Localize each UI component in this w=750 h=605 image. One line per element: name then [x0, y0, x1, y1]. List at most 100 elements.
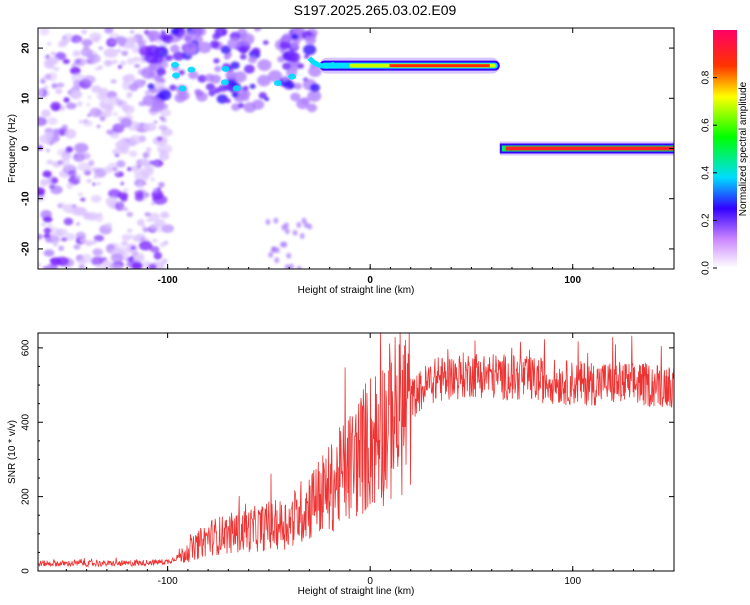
colorbar-tick-label: 0.2 — [701, 213, 712, 227]
cluster-blob — [290, 62, 301, 71]
noise-blob — [58, 245, 65, 252]
noise-blob — [38, 233, 43, 240]
lower-blob — [301, 217, 307, 224]
noise-blob — [45, 54, 51, 60]
noise-blob — [120, 181, 124, 186]
noise-blob — [81, 29, 88, 35]
noise-blob — [115, 201, 125, 212]
top-ytick-label: 10 — [21, 92, 32, 104]
noise-blob — [46, 42, 52, 46]
noise-blob — [64, 128, 77, 139]
noise-blob — [152, 187, 159, 193]
noise-blob — [115, 171, 120, 175]
cluster-blob — [282, 50, 297, 62]
lower-blob — [274, 257, 280, 264]
cluster-peak — [273, 80, 282, 87]
noise-blob — [152, 238, 158, 243]
noise-blob — [114, 36, 128, 45]
cluster-peak — [178, 85, 187, 92]
noise-blob — [132, 46, 140, 54]
cluster-blob — [293, 82, 302, 90]
noise-blob — [66, 182, 74, 190]
cluster-blob — [224, 84, 232, 91]
noise-blob — [150, 202, 155, 206]
noise-blob — [132, 166, 143, 176]
lower-blob — [265, 219, 271, 226]
cluster-blob — [216, 94, 228, 104]
cluster-blob — [264, 96, 270, 102]
noise-blob — [46, 159, 54, 165]
cluster-blob — [166, 34, 173, 41]
cluster-blob — [279, 40, 290, 50]
noise-blob — [50, 51, 57, 56]
noise-blob — [83, 45, 90, 51]
colorbar-tick-label: 0.4 — [701, 165, 712, 179]
cluster-blob — [251, 47, 261, 55]
noise-blob — [114, 153, 120, 157]
cluster-blob — [178, 69, 185, 76]
noise-blob — [126, 212, 134, 217]
cluster-blob — [184, 46, 197, 56]
cluster-blob — [307, 90, 322, 102]
cluster-peak — [172, 72, 181, 79]
noise-blob — [149, 245, 160, 253]
noise-blob — [113, 112, 118, 117]
noise-blob — [142, 151, 150, 159]
cluster-peak — [187, 66, 196, 73]
noise-blob — [43, 227, 52, 234]
noise-blob — [127, 228, 133, 234]
noise-blob — [55, 88, 63, 95]
cluster-blob — [241, 94, 250, 101]
noise-blob — [47, 117, 58, 126]
cluster-blob — [225, 98, 231, 104]
lower-blob — [283, 222, 289, 229]
noise-blob — [51, 177, 59, 184]
noise-blob — [112, 167, 117, 171]
cluster-blob — [268, 70, 283, 82]
cluster-blob — [253, 28, 262, 32]
noise-blob — [120, 117, 132, 128]
noise-blob — [124, 73, 136, 83]
bottom-xtick-label: 0 — [367, 576, 373, 587]
noise-blob — [72, 153, 86, 162]
cluster-blob — [239, 46, 248, 54]
noise-blob — [129, 30, 135, 34]
cluster-blob — [209, 40, 220, 49]
bottom-ylabel: SNR (10 * v/v) — [7, 420, 18, 484]
noise-blob — [120, 195, 128, 202]
noise-blob — [87, 95, 92, 99]
noise-blob — [77, 192, 84, 197]
lower-blob — [288, 263, 294, 269]
noise-blob — [82, 75, 96, 84]
cluster-blob — [257, 74, 271, 87]
noise-blob — [65, 102, 77, 110]
noise-blob — [56, 82, 65, 88]
bottom-xtick-label: 100 — [564, 576, 581, 587]
zero-band-core — [505, 146, 674, 151]
noise-blob — [70, 66, 81, 75]
cluster-blob — [159, 78, 166, 83]
noise-blob — [92, 182, 96, 186]
noise-blob — [103, 109, 113, 117]
noise-blob — [104, 222, 113, 229]
bottom-axes-frame — [37, 332, 675, 572]
cluster-blob — [233, 71, 247, 83]
noise-blob — [153, 120, 158, 124]
top-ytick-label: -20 — [21, 241, 32, 256]
noise-blob — [120, 241, 129, 246]
noise-blob — [108, 188, 122, 199]
noise-blob — [150, 177, 156, 182]
noise-blob — [132, 79, 146, 88]
noise-blob — [106, 95, 122, 106]
noise-blob — [98, 46, 104, 50]
noise-blob — [80, 48, 93, 57]
cluster-blob — [262, 40, 269, 45]
noise-blob — [145, 147, 152, 153]
noise-blob — [50, 257, 62, 266]
noise-blob — [146, 218, 152, 223]
noise-blob — [43, 249, 55, 257]
cluster-blob — [258, 92, 267, 100]
cluster-peak — [232, 85, 241, 92]
cluster-blob — [304, 54, 310, 59]
